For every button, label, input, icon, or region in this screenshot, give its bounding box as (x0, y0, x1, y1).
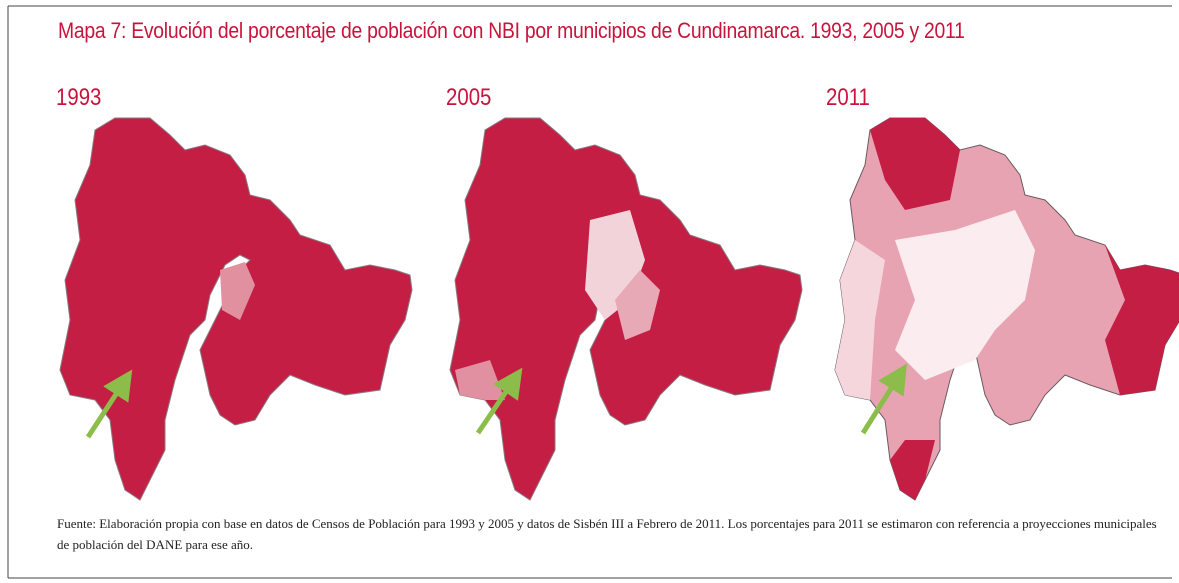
year-label: 2011 (826, 84, 870, 111)
year-label: 1993 (56, 84, 102, 111)
year-label: 2005 (446, 84, 492, 111)
map-2005 (449, 117, 803, 501)
title: Mapa 7: Evolución del porcentaje de pobl… (58, 18, 965, 43)
source-note: Fuente: Elaboración propia con base en d… (57, 516, 1157, 552)
map-2011 (834, 117, 1179, 501)
map-1993 (59, 117, 413, 501)
